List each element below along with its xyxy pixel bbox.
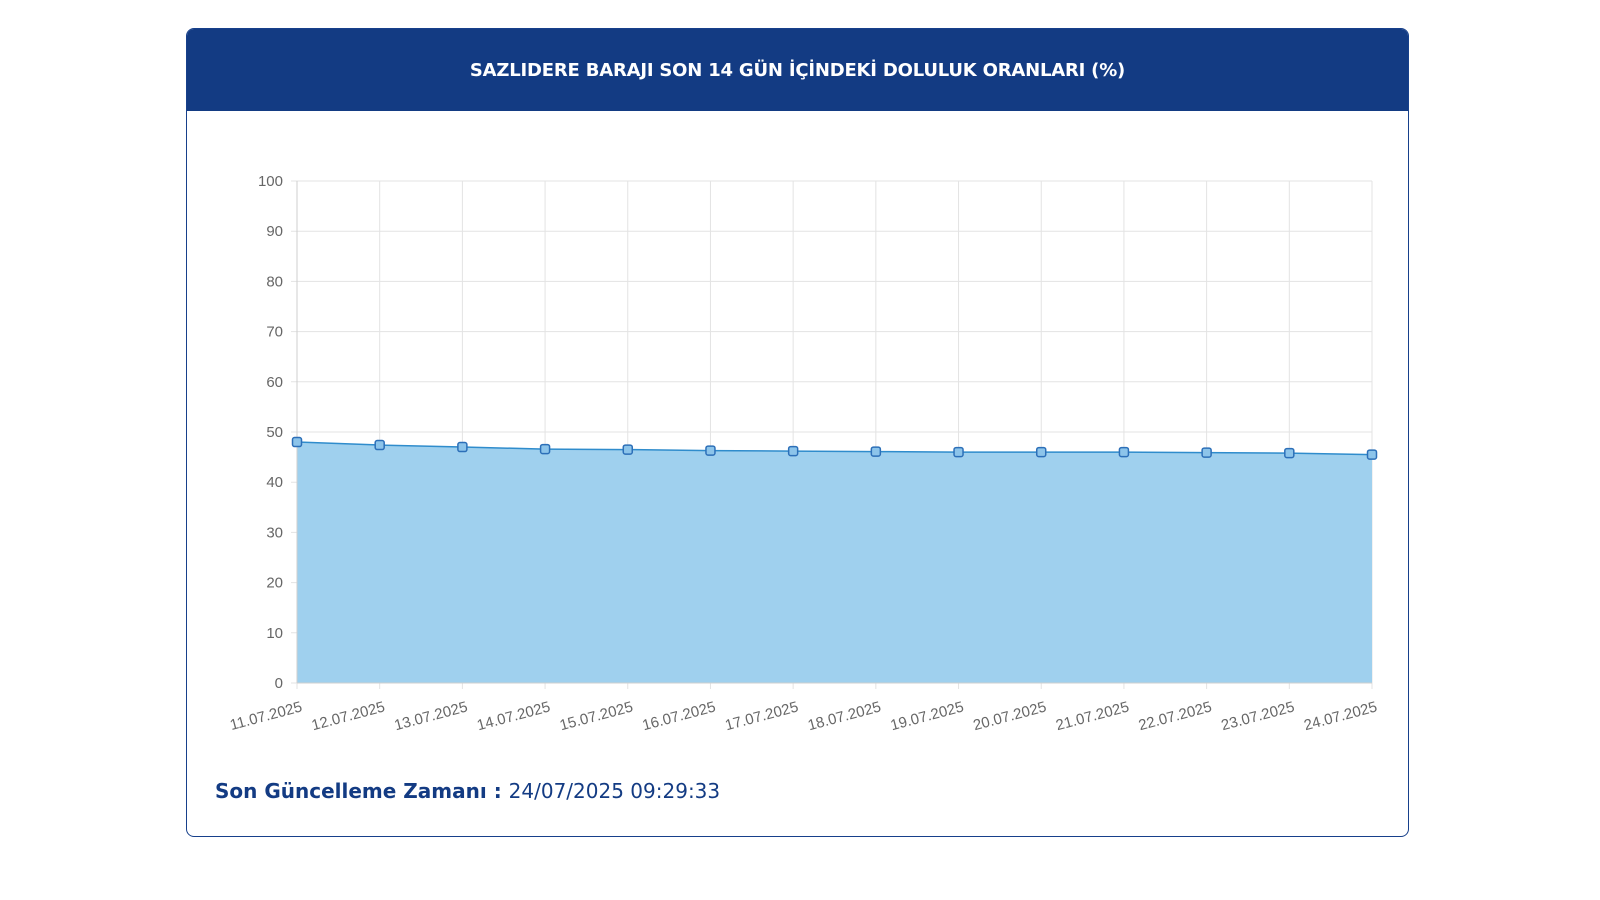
- data-point: [374, 439, 385, 451]
- axis-layer: [296, 181, 1372, 684]
- data-point: [539, 443, 551, 455]
- data-point: [291, 436, 303, 448]
- x-tick-label: 19.07.2025: [889, 698, 966, 734]
- line-layer: [296, 441, 1373, 456]
- data-point: [622, 444, 634, 455]
- x-tick-label: 22.07.2025: [1137, 698, 1214, 734]
- last-update-label: Son Güncelleme Zamanı: [215, 779, 487, 803]
- x-tick-label: 24.07.2025: [1302, 698, 1379, 734]
- x-tick-label: 13.07.2025: [393, 698, 470, 734]
- y-tick-label: 80: [266, 273, 283, 290]
- y-tick-label: 90: [266, 223, 283, 240]
- chart-svg: 0 10 20 30 40 50 60 70 80 90 100 11.07.2025 12.07.20…: [228, 173, 1379, 734]
- x-tick-label: 14.07.2025: [475, 698, 552, 734]
- x-tick-label: 15.07.2025: [558, 698, 635, 734]
- x-tick-label: 16.07.2025: [641, 698, 718, 734]
- data-point: [457, 441, 468, 453]
- y-tick-label: 10: [266, 625, 283, 642]
- data-point: [953, 446, 964, 458]
- data-point: [1035, 446, 1047, 458]
- last-update: Son Güncelleme Zamanı : 24/07/2025 09:29…: [215, 779, 720, 803]
- y-tick-label: 70: [266, 324, 283, 341]
- x-tick-label: 18.07.2025: [806, 698, 883, 734]
- x-tick-label: 11.07.2025: [228, 698, 304, 734]
- data-point: [1118, 446, 1130, 458]
- y-tick-label: 100: [258, 173, 283, 190]
- y-tick-label: 40: [266, 474, 283, 491]
- y-tick-label: 50: [266, 424, 283, 441]
- series-line: [296, 441, 1373, 456]
- x-tick-label: 21.07.2025: [1054, 698, 1131, 734]
- last-update-timestamp: 24/07/2025 09:29:33: [508, 779, 721, 803]
- data-point: [1366, 449, 1378, 460]
- data-point: [1284, 447, 1295, 459]
- x-tick-label: 12.07.2025: [310, 698, 387, 734]
- series-area: [297, 442, 1372, 683]
- y-tick-label: 0: [275, 675, 283, 692]
- area-layer: [297, 442, 1372, 683]
- chart-area: 0 10 20 30 40 50 60 70 80 90 100 11.07.2025 12.07.20…: [187, 111, 1408, 751]
- y-tick-label: 20: [266, 575, 283, 592]
- data-point: [1201, 447, 1212, 458]
- y-tick-label: 30: [266, 524, 283, 541]
- chart-title: SAZLIDERE BARAJI SON 14 GÜN İÇİNDEKİ DOL…: [187, 29, 1408, 111]
- y-tick-label: 60: [266, 374, 283, 391]
- data-point: [705, 445, 716, 456]
- chart-card: SAZLIDERE BARAJI SON 14 GÜN İÇİNDEKİ DOL…: [186, 28, 1409, 837]
- data-point: [787, 445, 799, 457]
- data-point: [870, 446, 882, 457]
- x-tick-label: 23.07.2025: [1219, 698, 1296, 734]
- point-layer: [291, 436, 1378, 460]
- last-update-separator: :: [486, 779, 509, 803]
- x-tick-label: 20.07.2025: [971, 698, 1048, 734]
- x-tick-label: 17.07.2025: [723, 698, 800, 734]
